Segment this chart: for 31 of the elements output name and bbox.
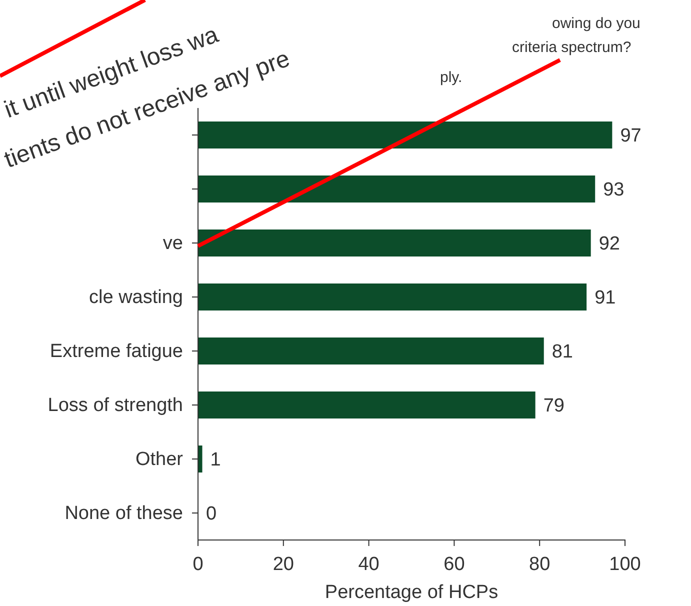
- x-tick-label: 20: [272, 554, 294, 575]
- bar: [198, 122, 612, 148]
- data-label: 0: [206, 504, 217, 525]
- x-tick-label: 0: [192, 554, 204, 575]
- data-label: 97: [620, 126, 642, 147]
- text: ply.: [440, 69, 462, 86]
- data-label: 81: [552, 342, 574, 363]
- text: owing do you: [552, 15, 640, 32]
- y-tick-label: Extreme fatigue: [50, 341, 183, 362]
- x-axis-title: Percentage of HCPs: [324, 582, 498, 603]
- data-label: 79: [543, 396, 564, 417]
- text: criteria spectrum?: [512, 39, 632, 56]
- x-tick-label: 40: [358, 554, 380, 575]
- x-tick-label: 80: [529, 554, 550, 575]
- x-tick-label: 60: [444, 554, 465, 575]
- data-label: 93: [603, 180, 624, 201]
- y-tick-label: Loss of strength: [48, 395, 183, 416]
- data-label: 91: [594, 288, 616, 309]
- bar: [198, 392, 536, 418]
- y-tick-label: None of these: [64, 503, 183, 524]
- data-label: 1: [210, 450, 221, 471]
- bar: [198, 338, 544, 364]
- y-tick-label: Other: [135, 449, 184, 470]
- y-tick-label: ve: [162, 233, 183, 254]
- bar: [198, 176, 596, 202]
- data-label: 92: [598, 234, 620, 255]
- x-tick-label: 100: [609, 554, 641, 575]
- bar: [198, 284, 587, 310]
- bar: [198, 230, 591, 256]
- y-tick-label: cle wasting: [89, 287, 183, 308]
- bar: [198, 446, 202, 472]
